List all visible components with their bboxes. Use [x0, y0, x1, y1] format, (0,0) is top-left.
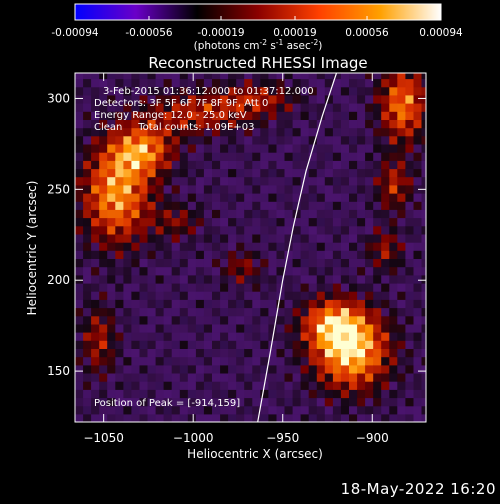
x-axis-ticks: −1050 −1000 −950 −900 — [83, 73, 389, 445]
timestamp-footer: 18-May-2022 16:20 — [340, 480, 496, 498]
y-tick-label: 250 — [47, 182, 70, 196]
chart-title: Reconstructed RHESSI Image — [148, 54, 367, 72]
solar-limb-curve — [257, 73, 338, 422]
y-tick-label: 300 — [47, 91, 70, 105]
colorbar-tick-label: -0.00094 — [51, 27, 99, 39]
colorbar-units: (photons cm-2 s-1 asec-2) — [194, 38, 323, 52]
plot-frame — [74, 72, 427, 423]
x-axis-label: Heliocentric X (arcsec) — [187, 447, 323, 461]
annotation-time-range: 3-Feb-2015 01:36:12.000 to 01:37:12.000 — [103, 86, 314, 97]
colorbar-ticks: -0.00094 -0.00056 -0.00019 0.00019 0.00056 0.… — [51, 16, 463, 39]
colorbar-tick-label: -0.00056 — [125, 27, 173, 39]
x-tick-label: −1050 — [83, 431, 124, 445]
colorbar-tick-label: 0.00056 — [345, 27, 389, 39]
y-tick-label: 150 — [47, 364, 70, 378]
x-tick-label: −900 — [356, 431, 389, 445]
colorbar-tick-label: 0.00094 — [419, 27, 463, 39]
annotation-energy-range: Energy Range: 12.0 - 25.0 keV — [94, 110, 247, 121]
annotation-detectors: Detectors: 3F 5F 6F 7F 8F 9F, Att 0 — [94, 98, 268, 109]
annotation-peak-position: Position of Peak = [-914,159] — [94, 398, 240, 409]
y-axis-ticks: 150 200 250 300 — [47, 91, 426, 378]
y-tick-label: 200 — [47, 273, 70, 287]
info-annotations: 3-Feb-2015 01:36:12.000 to 01:37:12.000 … — [94, 86, 314, 409]
annotation-clean-counts: Clean Total counts: 1.09E+03 — [94, 122, 254, 133]
x-tick-label: −1000 — [173, 431, 214, 445]
y-axis-label: Heliocentric Y (arcsec) — [25, 181, 39, 316]
x-tick-label: −950 — [266, 431, 299, 445]
colorbar-tick-label: 0.00019 — [273, 27, 316, 39]
colorbar — [74, 3, 442, 21]
heatmap-image — [75, 73, 426, 422]
colorbar-tick-label: -0.00019 — [197, 27, 244, 39]
